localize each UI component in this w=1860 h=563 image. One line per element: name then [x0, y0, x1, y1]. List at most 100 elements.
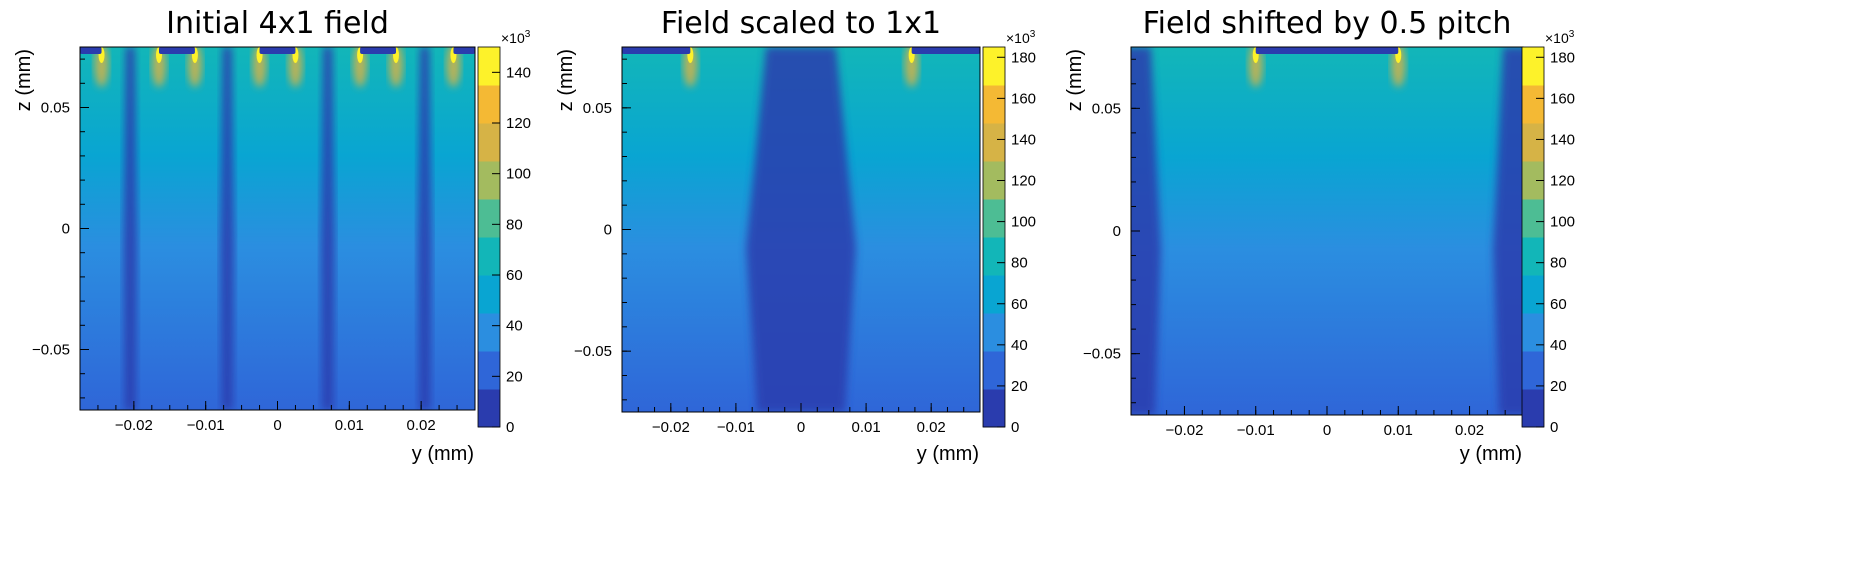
y-axis-label: z (mm): [555, 49, 577, 111]
colorbar-segment: [478, 218, 500, 238]
colorbar-segment: [1522, 85, 1544, 105]
colorbar-segment: [1522, 256, 1544, 276]
colorbar-segment: [1522, 408, 1544, 428]
colorbar-frame: [477, 46, 501, 428]
field-hotspot: [187, 47, 202, 87]
electrode-strip: [360, 47, 396, 54]
low-field-column: [417, 47, 432, 410]
y-tick-label: 0: [62, 221, 70, 238]
colorbar-tick-label: 0: [1011, 419, 1019, 436]
colorbar-multiplier-exponent: 3: [1030, 29, 1036, 40]
colorbar-segment: [983, 351, 1005, 371]
x-tick-label: 0.01: [1384, 422, 1413, 439]
colorbar-segment: [983, 142, 1005, 162]
x-tick-label: −0.01: [717, 419, 755, 436]
colorbar: 0 20 40 60 80 100 120 140 160 180 ×103: [1521, 29, 1575, 436]
field-hotspot: [353, 47, 368, 87]
colorbar-segment: [478, 47, 500, 67]
colorbar-tick-label: 100: [506, 166, 531, 183]
colorbar-segment: [1522, 294, 1544, 314]
colorbar-tick-label: 0: [506, 419, 514, 436]
colorbar-multiplier-exponent: 3: [1569, 29, 1575, 40]
colorbar-segment: [983, 66, 1005, 86]
colorbar-segment: [478, 313, 500, 333]
colorbar-tick-label: 140: [1550, 131, 1575, 148]
colorbar-segment: [478, 408, 500, 428]
electrode-strip: [80, 47, 102, 54]
colorbar-segment: [478, 199, 500, 219]
colorbar-tick-label: 40: [1550, 337, 1567, 354]
field-hotspot: [94, 47, 109, 87]
colorbar-tick-label: 20: [506, 368, 523, 385]
colorbar-segment: [1522, 104, 1544, 124]
colorbar-tick-label: 80: [506, 216, 523, 233]
colorbar-tick-label: 180: [1011, 49, 1036, 66]
colorbar-segment: [478, 256, 500, 276]
colorbar-tick-label: 80: [1011, 255, 1028, 272]
colorbar-tick-label: 120: [1550, 173, 1575, 190]
x-tick-label: −0.02: [652, 419, 690, 436]
field-hotspot: [446, 47, 461, 87]
colorbar-segment: [478, 180, 500, 200]
x-tick-label: −0.02: [1165, 422, 1203, 439]
colorbar-tick-label: 140: [506, 64, 531, 81]
colorbar-tick-label: 40: [1011, 337, 1028, 354]
chart-title: Initial 4x1 field: [166, 6, 389, 41]
heatmap-field: [1131, 47, 1523, 415]
colorbar-segment: [1522, 237, 1544, 257]
colorbar-tick-label: 20: [1550, 378, 1567, 395]
colorbar-tick-label: 140: [1011, 131, 1036, 148]
low-field-column: [320, 47, 335, 410]
low-field-column: [1493, 47, 1523, 415]
colorbar-frame: [1521, 46, 1545, 428]
heatmap-panel-shifted: −0.02 −0.01 0 0.01 0.02 0.05 0 −0.05 y (mm) z (mm…: [1064, 6, 1575, 465]
field-hotspot: [1248, 47, 1263, 87]
colorbar-segment: [478, 332, 500, 352]
x-tick-label: 0.02: [407, 417, 436, 434]
x-axis-label: y (mm): [917, 443, 979, 465]
x-tick-label: 0: [797, 419, 805, 436]
low-field-column: [746, 47, 856, 412]
heatmap-field: [622, 47, 980, 412]
x-tick-label: 0: [273, 417, 281, 434]
colorbar-segment: [983, 408, 1005, 428]
low-field-column: [1131, 47, 1161, 415]
colorbar-tick-label: 40: [506, 318, 523, 335]
colorbar-multiplier: ×103: [1006, 29, 1036, 46]
colorbar-segment: [1522, 123, 1544, 143]
colorbar-tick-label: 60: [1011, 296, 1028, 313]
colorbar-segment: [983, 85, 1005, 105]
colorbar-segment: [478, 370, 500, 390]
colorbar-segment: [983, 104, 1005, 124]
colorbar-segment: [983, 180, 1005, 200]
colorbar-tick-label: 60: [1550, 296, 1567, 313]
field-hotspot: [152, 47, 166, 87]
colorbar-segment: [1522, 370, 1544, 390]
electrode-strip: [911, 47, 980, 54]
colorbar-segment: [1522, 332, 1544, 352]
chart-title: Field scaled to 1x1: [661, 6, 941, 41]
heatmap-panel-initial: −0.02 −0.01 0 0.01 0.02 0.05 0 −0.05 y (mm) z (mm…: [13, 6, 531, 465]
colorbar-segment: [478, 161, 500, 181]
field-hotspot: [1391, 47, 1406, 87]
x-tick-label: 0.02: [1455, 422, 1484, 439]
colorbar-segment: [983, 294, 1005, 314]
colorbar-segment: [983, 199, 1005, 219]
colorbar-segment: [1522, 199, 1544, 219]
y-axis-label: z (mm): [13, 49, 35, 111]
colorbar-tick-label: 80: [1550, 255, 1567, 272]
colorbar-multiplier: ×103: [1545, 29, 1575, 46]
x-axis-label: y (mm): [1460, 443, 1522, 465]
colorbar-segment: [1522, 66, 1544, 86]
field-hotspot: [288, 47, 303, 87]
colorbar-segment: [478, 237, 500, 257]
field-background: [80, 47, 475, 410]
colorbar-segment: [1522, 351, 1544, 371]
chart-title: Field shifted by 0.5 pitch: [1143, 6, 1512, 41]
colorbar-tick-label: 180: [1550, 49, 1575, 66]
colorbar-segment: [478, 142, 500, 162]
heatmap-field: [80, 47, 475, 410]
colorbar-segment: [983, 123, 1005, 143]
y-tick-label: −0.05: [1083, 346, 1121, 363]
